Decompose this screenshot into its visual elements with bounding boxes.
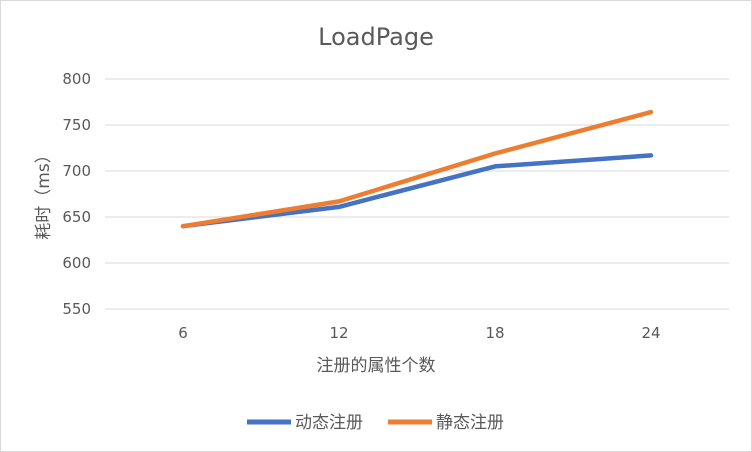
legend-label-series-1: 动态注册 [295, 413, 363, 433]
series-line-1 [180, 153, 654, 229]
series-lines [180, 109, 654, 229]
x-tick-label: 18 [485, 324, 504, 342]
x-tick-label: 12 [329, 324, 348, 342]
chart-title: LoadPage [318, 23, 434, 51]
legend-label-series-2: 静态注册 [436, 413, 504, 433]
y-tick-label: 650 [62, 208, 91, 226]
legend: 动态注册 静态注册 [247, 413, 504, 433]
y-tick-labels: 550 600 650 700 750 800 [62, 70, 91, 318]
x-tick-labels: 6 12 18 24 [178, 324, 660, 342]
gridlines [105, 78, 729, 310]
y-tick-label: 800 [62, 70, 91, 88]
x-axis-label: 注册的属性个数 [317, 356, 436, 376]
y-tick-label: 600 [62, 254, 91, 272]
y-tick-label: 750 [62, 116, 91, 134]
series-line-2 [180, 109, 654, 229]
y-tick-label: 700 [62, 162, 91, 180]
x-tick-label: 24 [641, 324, 660, 342]
y-axis-label: 耗时（ms） [34, 146, 54, 239]
x-tick-label: 6 [178, 324, 188, 342]
y-tick-label: 550 [62, 300, 91, 318]
